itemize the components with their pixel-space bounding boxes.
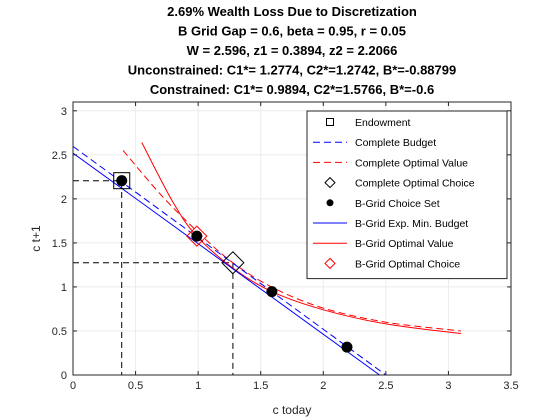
complete-budget-line: [73, 145, 387, 375]
legend-label: B-Grid Choice Set: [355, 198, 440, 210]
legend-diamond-marker: [324, 257, 336, 270]
reference-dashed-line: [73, 262, 234, 375]
chart-title: 2.69% Wealth Loss Due to Discretization B…: [128, 4, 456, 97]
x-tick-label: 3: [445, 380, 451, 392]
chart-title-line: 2.69% Wealth Loss Due to Discretization: [167, 4, 417, 19]
bgrid-optimal-choice-point: [186, 225, 208, 247]
legend-label: B-Grid Optimal Choice: [355, 258, 460, 270]
x-tick-label: 3.5: [503, 380, 518, 392]
legend-square-marker: [326, 118, 334, 126]
y-tick-label: 3: [61, 106, 67, 118]
y-tick-label: 0.5: [52, 326, 67, 338]
tick-labels: 0 0.5 1 1.5 2 2.5 3 3.5 0 0.5 1 1.5 2 2.5 3: [52, 102, 519, 392]
y-tick-label: 1.5: [52, 238, 67, 250]
y-axis-label: c t+1: [29, 225, 43, 252]
legend-label: Complete Optimal Choice: [355, 178, 475, 190]
endowment-point: [113, 172, 131, 190]
bgrid-budget-line: [73, 152, 380, 375]
y-tick-label: 0: [61, 370, 67, 382]
complete-optimal-choice-point: [221, 251, 245, 275]
chart-title-line: B Grid Gap = 0.6, beta = 0.95, r = 0.05: [178, 24, 406, 39]
x-tick-label: 0.5: [128, 380, 143, 392]
x-tick-label: 1: [195, 380, 201, 392]
legend-circle-marker: [326, 199, 334, 207]
legend-box: [306, 110, 508, 280]
x-axis-label: c today: [273, 403, 312, 417]
legend-label: B-Grid Optimal Value: [355, 238, 454, 250]
legend-label: Complete Budget: [355, 137, 436, 149]
legend-label: Endowment: [355, 117, 411, 129]
bgrid-choice-point: [116, 175, 128, 187]
y-tick-label: 2: [61, 194, 67, 206]
x-tick-label: 1.5: [253, 380, 268, 392]
y-tick-label: 1: [61, 282, 67, 294]
complete-optimal-value-curve: [122, 150, 461, 332]
bgrid-choice-point: [191, 230, 203, 242]
legend: Endowment Complete Budget Complete Optimal…: [306, 110, 508, 280]
chart-title-line: Unconstrained: C1*= 1.2774, C2*=1.2742, …: [128, 63, 456, 78]
x-tick-label: 2: [320, 380, 326, 392]
chart-title-line: W = 2.596, z1 = 0.3894, z2 = 2.2066: [187, 43, 398, 58]
chart-title-line: Constrained: C1*= 0.9894, C2*=1.5766, B*…: [150, 82, 434, 97]
legend-diamond-marker: [324, 176, 336, 189]
y-tick-label: 2.5: [52, 150, 67, 162]
legend-label: B-Grid Exp. Min. Budget: [355, 218, 468, 230]
bgrid-optimal-value-curve: [141, 142, 461, 335]
bgrid-choice-point: [341, 341, 353, 353]
legend-label: Complete Optimal Value: [355, 157, 468, 169]
plot-marks: [73, 142, 461, 375]
x-tick-label: 2.5: [378, 380, 393, 392]
x-tick-label: 0: [70, 380, 76, 392]
bgrid-choice-point: [266, 286, 278, 298]
axes-frame: [72, 101, 512, 376]
